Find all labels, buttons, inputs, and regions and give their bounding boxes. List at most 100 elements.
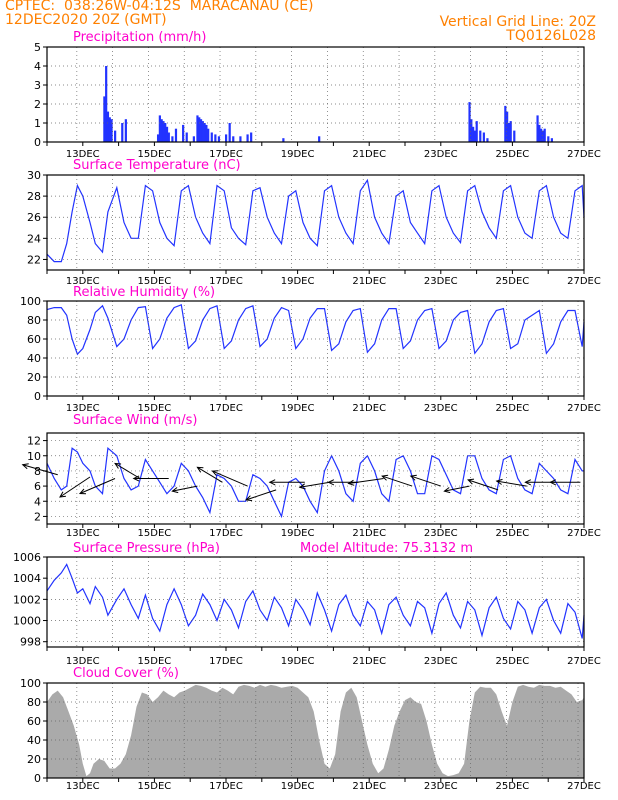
panel-title: Relative Humidity (%) — [73, 285, 215, 300]
y-tick-label: 40 — [27, 352, 41, 365]
y-tick-label: 1000 — [13, 615, 41, 628]
y-tick-label: 3 — [34, 79, 41, 92]
precip-bar — [210, 132, 213, 142]
header-location: CPTEC: 038:26W-04:12S MARACANAU (CE) — [5, 0, 314, 14]
precip-bar — [538, 124, 541, 142]
precip-bar — [201, 121, 204, 142]
precip-bar — [482, 132, 485, 142]
x-tick-label: 27DEC — [567, 656, 601, 667]
x-tick-label: 21DEC — [352, 528, 386, 539]
precip-bar — [513, 130, 516, 142]
precip-bar — [207, 128, 210, 142]
x-tick-label: 13DEC — [66, 276, 100, 287]
precip-bar — [203, 123, 206, 142]
x-tick-label: 21DEC — [352, 149, 386, 160]
y-tick-label: 2 — [34, 510, 41, 523]
y-tick-label: 80 — [27, 696, 41, 709]
precip-bar — [114, 130, 117, 142]
panel-title: Cloud Cover (%) — [73, 666, 179, 681]
wind-arrow-head — [245, 495, 253, 502]
panel-title: Surface Pressure (hPa) — [73, 541, 220, 556]
x-tick-label: 27DEC — [567, 781, 601, 792]
wind-arrow — [496, 480, 527, 487]
x-tick-label: 13DEC — [66, 403, 100, 414]
x-tick-label: 27DEC — [567, 528, 601, 539]
precip-bar — [124, 119, 127, 142]
x-tick-label: 13DEC — [66, 528, 100, 539]
y-tick-label: 60 — [27, 333, 41, 346]
panel-4 — [43, 556, 585, 651]
x-tick-label: 21DEC — [352, 276, 386, 287]
precip-bar — [472, 126, 475, 142]
wind-arrow — [444, 485, 470, 492]
precip-bar — [199, 119, 203, 142]
x-tick-label: 21DEC — [352, 403, 386, 414]
precip-bar — [164, 123, 167, 142]
x-tick-label: 17DEC — [209, 781, 243, 792]
panel-2 — [43, 300, 585, 400]
y-tick-label: 80 — [27, 314, 41, 327]
wind-arrow-head — [467, 478, 475, 485]
wind-arrow-head — [298, 483, 306, 490]
precip-bar — [106, 111, 110, 142]
x-tick-label: 27DEC — [567, 149, 601, 160]
precip-bar — [536, 115, 539, 142]
x-tick-label: 13DEC — [66, 656, 100, 667]
precip-bar — [225, 134, 228, 142]
panel-1 — [43, 174, 585, 274]
x-tick-label: 25DEC — [496, 528, 530, 539]
wind-arrow — [245, 489, 277, 501]
precip-bar — [239, 136, 242, 142]
wind-arrow — [212, 470, 248, 487]
precip-bar — [507, 123, 511, 142]
y-tick-label: 20 — [27, 753, 41, 766]
x-tick-label: 17DEC — [209, 656, 243, 667]
y-tick-label: 5 — [34, 41, 41, 54]
y-tick-label: 1006 — [13, 551, 41, 564]
series-line — [46, 447, 584, 519]
precip-bar — [473, 130, 477, 142]
wind-arrow-head — [327, 479, 335, 486]
x-tick-label: 15DEC — [138, 656, 172, 667]
x-tick-label: 17DEC — [209, 403, 243, 414]
precip-bar — [550, 138, 553, 142]
wind-arrow-head — [549, 479, 557, 486]
precip-bar — [156, 134, 160, 142]
wind-arrow-head — [409, 474, 417, 481]
panel-title: Surface Temperature (nC) — [73, 158, 241, 173]
y-tick-label: 40 — [27, 734, 41, 747]
y-tick-label: 4 — [34, 60, 41, 73]
x-tick-label: 27DEC — [567, 403, 601, 414]
y-tick-label: 28 — [27, 190, 41, 203]
precip-bar — [541, 130, 545, 142]
x-tick-label: 17DEC — [209, 528, 243, 539]
x-tick-label: 15DEC — [138, 528, 172, 539]
wind-arrow — [299, 481, 330, 488]
precip-bar — [506, 111, 509, 142]
y-tick-label: 0 — [34, 390, 41, 403]
series-line — [46, 303, 585, 356]
wind-arrow-head — [211, 470, 219, 476]
wind-arrow-head — [171, 487, 179, 494]
wind-arrow-head — [132, 475, 140, 482]
y-tick-label: 26 — [27, 211, 41, 224]
panel-frame — [46, 556, 585, 648]
wind-arrow-head — [78, 488, 87, 495]
y-tick-label: 1004 — [13, 572, 41, 585]
x-tick-label: 13DEC — [66, 149, 100, 160]
precip-bar — [196, 115, 199, 142]
x-tick-label: 25DEC — [496, 403, 530, 414]
precip-bar — [318, 136, 321, 142]
x-tick-label: 19DEC — [281, 149, 315, 160]
wind-arrow — [382, 475, 413, 487]
wind-arrow — [114, 463, 141, 479]
x-tick-label: 25DEC — [496, 276, 530, 287]
cloud-cover-area — [47, 684, 584, 778]
precip-bar — [121, 123, 124, 142]
y-tick-label: 100 — [20, 677, 41, 690]
x-tick-label: 23DEC — [424, 781, 458, 792]
y-tick-label: 998 — [20, 636, 41, 649]
precip-bar — [250, 132, 253, 142]
x-tick-label: 19DEC — [281, 656, 315, 667]
